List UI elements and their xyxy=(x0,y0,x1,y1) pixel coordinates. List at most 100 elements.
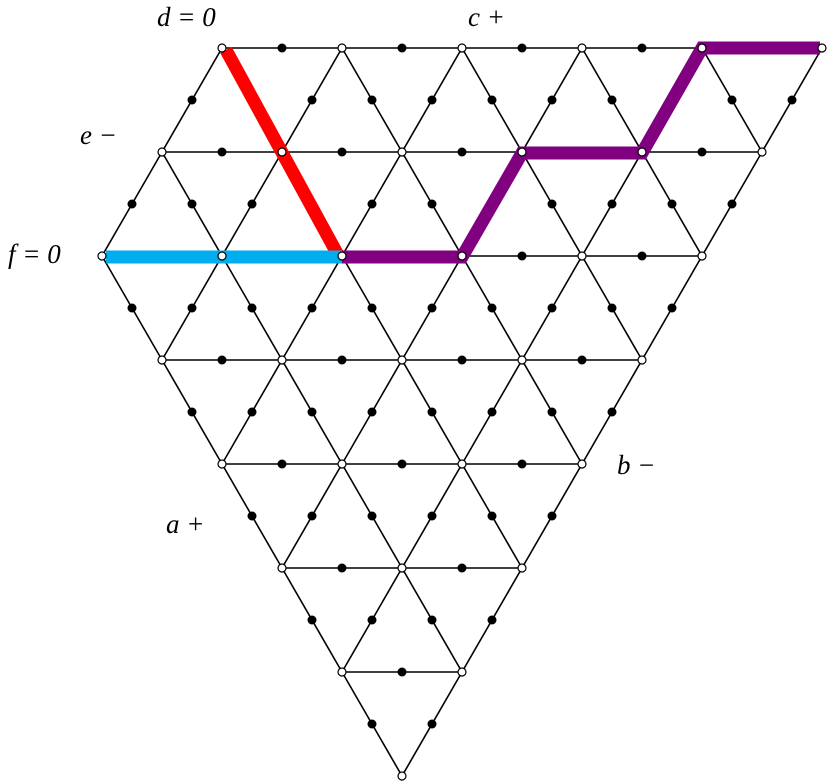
midpoint-dot xyxy=(547,303,557,313)
node xyxy=(517,563,527,573)
midpoint-dot xyxy=(247,199,257,209)
midpoint-dot xyxy=(307,407,317,417)
node xyxy=(457,43,467,53)
midpoint-dot xyxy=(217,147,227,157)
midpoint-dot xyxy=(427,303,437,313)
midpoint-dot xyxy=(667,303,677,313)
midpoint-dot xyxy=(427,407,437,417)
edge-midpoints xyxy=(127,43,797,729)
midpoint-dot xyxy=(427,199,437,209)
midpoint-dot xyxy=(307,303,317,313)
midpoint-dot xyxy=(607,199,617,209)
midpoint-dot xyxy=(547,511,557,521)
midpoint-dot xyxy=(547,199,557,209)
midpoint-dot xyxy=(667,199,677,209)
node xyxy=(637,147,647,157)
node xyxy=(577,43,587,53)
midpoint-dot xyxy=(367,95,377,105)
midpoint-dot xyxy=(637,251,647,261)
midpoint-dot xyxy=(727,95,737,105)
midpoint-dot xyxy=(517,43,527,53)
node xyxy=(757,147,767,157)
midpoint-dot xyxy=(787,95,797,105)
midpoint-dot xyxy=(127,303,137,313)
node xyxy=(337,251,347,261)
node xyxy=(457,459,467,469)
node xyxy=(397,563,407,573)
midpoint-dot xyxy=(367,719,377,729)
midpoint-dot xyxy=(367,511,377,521)
node xyxy=(517,355,527,365)
node xyxy=(157,355,167,365)
midpoint-dot xyxy=(517,459,527,469)
node xyxy=(637,355,647,365)
midpoint-dot xyxy=(337,563,347,573)
midpoint-dot xyxy=(367,407,377,417)
node xyxy=(397,147,407,157)
node xyxy=(157,147,167,157)
midpoint-dot xyxy=(607,407,617,417)
midpoint-dot xyxy=(427,95,437,105)
midpoint-dot xyxy=(697,147,707,157)
midpoint-dot xyxy=(277,43,287,53)
midpoint-dot xyxy=(367,615,377,625)
midpoint-dot xyxy=(247,407,257,417)
midpoint-dot xyxy=(547,95,557,105)
node xyxy=(97,251,107,261)
midpoint-dot xyxy=(187,407,197,417)
midpoint-dot xyxy=(247,303,257,313)
node xyxy=(577,251,587,261)
midpoint-dot xyxy=(487,95,497,105)
label: c + xyxy=(468,2,505,32)
midpoint-dot xyxy=(397,43,407,53)
lattice-edges xyxy=(101,47,823,777)
node xyxy=(277,147,287,157)
midpoint-dot xyxy=(307,615,317,625)
midpoint-dot xyxy=(487,615,497,625)
midpoint-dot xyxy=(457,563,467,573)
midpoint-dot xyxy=(337,147,347,157)
node xyxy=(577,459,587,469)
lattice-nodes xyxy=(97,43,827,781)
node xyxy=(697,43,707,53)
midpoint-dot xyxy=(217,355,227,365)
midpoint-dot xyxy=(457,147,467,157)
midpoint-dot xyxy=(397,459,407,469)
midpoint-dot xyxy=(577,355,587,365)
midpoint-dot xyxy=(247,511,257,521)
midpoint-dot xyxy=(367,199,377,209)
node xyxy=(697,251,707,261)
midpoint-dot xyxy=(187,95,197,105)
node xyxy=(337,667,347,677)
node xyxy=(217,251,227,261)
node xyxy=(277,563,287,573)
label: b − xyxy=(617,450,655,480)
purple-path xyxy=(342,41,820,264)
label: f = 0 xyxy=(8,239,61,269)
midpoint-dot xyxy=(487,511,497,521)
node xyxy=(277,355,287,365)
node xyxy=(337,43,347,53)
midpoint-dot xyxy=(487,407,497,417)
node xyxy=(397,355,407,365)
midpoint-dot xyxy=(127,199,137,209)
node xyxy=(217,43,227,53)
midpoint-dot xyxy=(607,303,617,313)
node xyxy=(457,251,467,261)
midpoint-dot xyxy=(367,303,377,313)
midpoint-dot xyxy=(307,95,317,105)
midpoint-dot xyxy=(427,719,437,729)
node xyxy=(817,43,827,53)
midpoint-dot xyxy=(307,511,317,521)
label: d = 0 xyxy=(157,2,216,32)
node xyxy=(397,771,407,781)
node xyxy=(457,667,467,677)
midpoint-dot xyxy=(727,199,737,209)
midpoint-dot xyxy=(517,251,527,261)
midpoint-dot xyxy=(427,615,437,625)
midpoint-dot xyxy=(397,667,407,677)
node xyxy=(217,459,227,469)
midpoint-dot xyxy=(277,459,287,469)
node xyxy=(337,459,347,469)
